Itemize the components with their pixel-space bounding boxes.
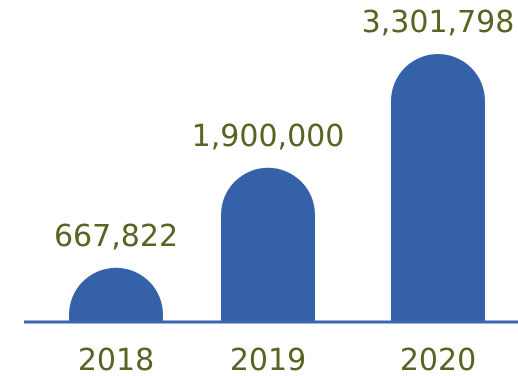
- bars-layer: [69, 54, 485, 322]
- data-label-2019: 1,900,000: [192, 119, 345, 154]
- bar-2018: [69, 267, 163, 322]
- x-tick-label-2019: 2019: [230, 343, 306, 376]
- x-tick-labels-layer: 2018 2019 2020: [78, 343, 476, 376]
- bar-2019: [221, 167, 315, 322]
- data-label-2020: 3,301,798: [362, 5, 515, 40]
- data-labels-layer: 667,822 1,900,000 3,301,798: [54, 5, 514, 254]
- data-label-2018: 667,822: [54, 219, 178, 254]
- x-tick-label-2020: 2020: [400, 343, 476, 376]
- x-tick-label-2018: 2018: [78, 343, 154, 376]
- bar-2020: [391, 54, 485, 322]
